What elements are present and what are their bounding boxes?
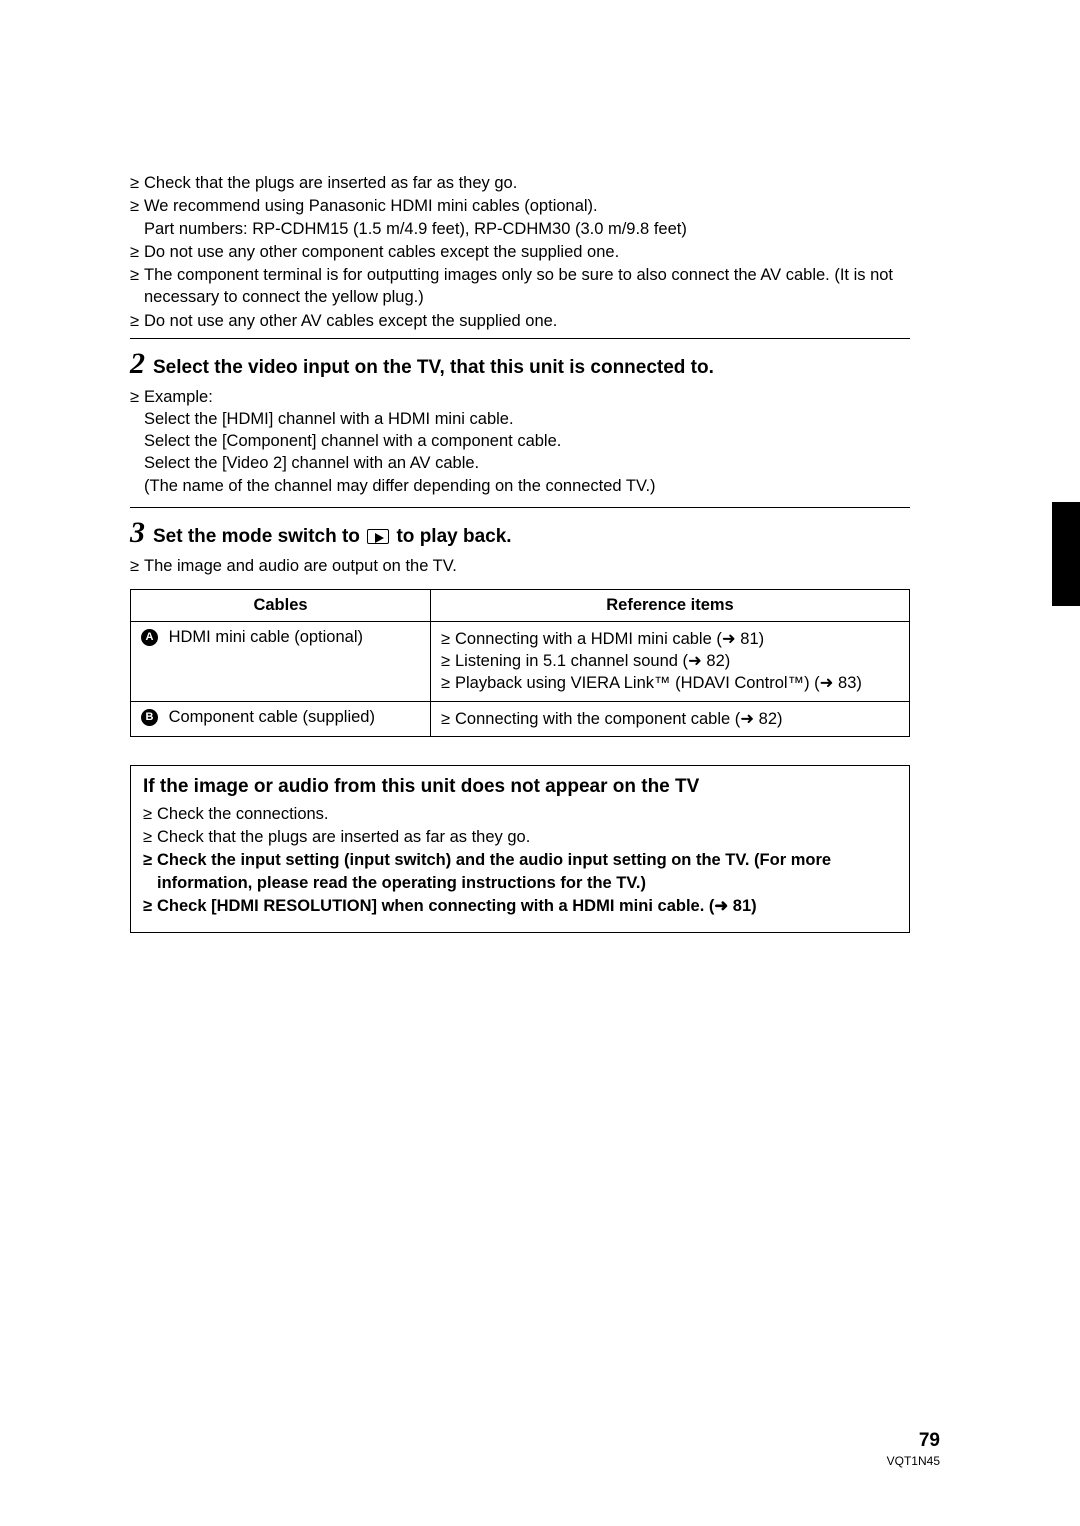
step3-heading: 3 Set the mode switch to to play back. (130, 518, 910, 550)
page-number: 79 (887, 1430, 940, 1452)
step-number: 3 (130, 518, 145, 548)
step-number: 2 (130, 349, 145, 379)
table-row: A HDMI mini cable (optional) Connecting … (131, 621, 910, 701)
side-tab (1052, 502, 1080, 606)
ref-cell: Connecting with the component cable (➜ 8… (431, 701, 910, 736)
table-header-row: Cables Reference items (131, 589, 910, 621)
cable-name: Component cable (supplied) (169, 708, 375, 726)
cable-cell: A HDMI mini cable (optional) (131, 621, 431, 701)
table-row: B Component cable (supplied) Connecting … (131, 701, 910, 736)
example-label: Example: (144, 388, 213, 406)
ref-list: Connecting with the component cable (➜ 8… (441, 708, 899, 730)
bullet-item: Do not use any other AV cables except th… (130, 310, 910, 332)
ref-list: Connecting with a HDMI mini cable (➜ 81)… (441, 628, 899, 695)
bullet-subline: Part numbers: RP-CDHM15 (1.5 m/4.9 feet)… (144, 218, 910, 240)
cable-name: HDMI mini cable (optional) (169, 628, 363, 646)
badge-a: A (141, 629, 158, 646)
title-after: to play back. (396, 526, 511, 547)
troubleshoot-box: If the image or audio from this unit doe… (130, 765, 910, 933)
header-cables: Cables (131, 589, 431, 621)
title-before: Set the mode switch to (153, 526, 365, 547)
trouble-item: Check the input setting (input switch) a… (143, 849, 897, 894)
ref-item: Playback using VIERA Link™ (HDAVI Contro… (441, 672, 899, 694)
example-line: Select the [Component] channel with a co… (144, 430, 910, 452)
example-line: (The name of the channel may differ depe… (144, 475, 910, 497)
bullet-item: Do not use any other component cables ex… (130, 241, 910, 263)
step2-title: Select the video input on the TV, that t… (153, 356, 714, 381)
ref-item: Connecting with the component cable (➜ 8… (441, 708, 899, 730)
example-line: Select the [Video 2] channel with an AV … (144, 452, 910, 474)
ref-cell: Connecting with a HDMI mini cable (➜ 81)… (431, 621, 910, 701)
bullet-item: We recommend using Panasonic HDMI mini c… (130, 195, 910, 240)
step2-example: Example: Select the [HDMI] channel with … (130, 386, 910, 497)
bullet-item: Check that the plugs are inserted as far… (130, 172, 910, 194)
bullet-text: We recommend using Panasonic HDMI mini c… (144, 197, 598, 215)
page-footer: 79 VQT1N45 (887, 1430, 940, 1468)
step2-heading: 2 Select the video input on the TV, that… (130, 349, 910, 381)
separator (130, 507, 910, 508)
cables-table: Cables Reference items A HDMI mini cable… (130, 589, 910, 737)
step3-note-list: The image and audio are output on the TV… (130, 555, 910, 577)
example-line: Select the [HDMI] channel with a HDMI mi… (144, 408, 910, 430)
example-item: Example: Select the [HDMI] channel with … (130, 386, 910, 497)
trouble-title: If the image or audio from this unit doe… (143, 776, 897, 798)
step3-note: The image and audio are output on the TV… (130, 555, 910, 577)
ref-item: Connecting with a HDMI mini cable (➜ 81) (441, 628, 899, 650)
trouble-list: Check the connections. Check that the pl… (143, 803, 897, 917)
badge-b: B (141, 709, 158, 726)
page-content: Check that the plugs are inserted as far… (130, 172, 910, 933)
trouble-item: Check the connections. (143, 803, 897, 825)
doc-code: VQT1N45 (887, 1454, 940, 1468)
step3-title: Set the mode switch to to play back. (153, 525, 512, 550)
trouble-item: Check that the plugs are inserted as far… (143, 826, 897, 848)
bullet-item: The component terminal is for outputting… (130, 264, 910, 309)
playback-icon (367, 529, 389, 544)
header-ref: Reference items (431, 589, 910, 621)
intro-bullets: Check that the plugs are inserted as far… (130, 172, 910, 332)
trouble-item: Check [HDMI RESOLUTION] when connecting … (143, 895, 897, 917)
cable-cell: B Component cable (supplied) (131, 701, 431, 736)
separator (130, 338, 910, 339)
ref-item: Listening in 5.1 channel sound (➜ 82) (441, 650, 899, 672)
